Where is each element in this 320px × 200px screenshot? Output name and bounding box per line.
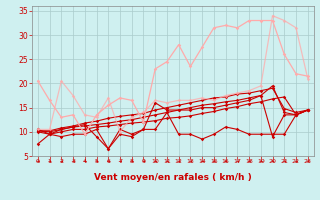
X-axis label: Vent moyen/en rafales ( km/h ): Vent moyen/en rafales ( km/h ) [94, 173, 252, 182]
